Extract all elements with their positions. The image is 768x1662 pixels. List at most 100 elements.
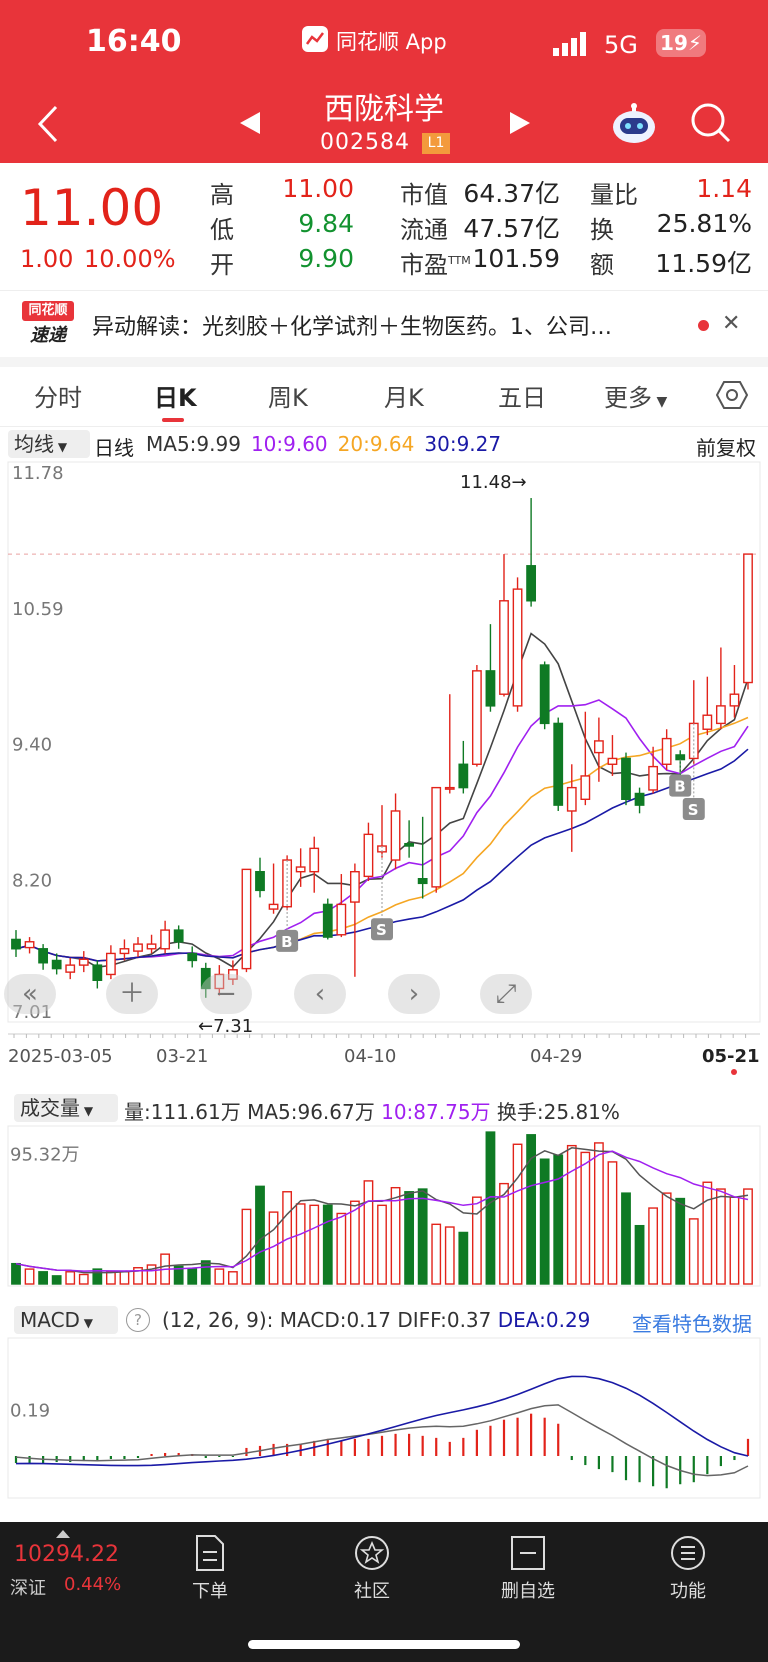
tab-daily-k[interactable]: 日K: [154, 384, 197, 412]
next-stock-button[interactable]: [508, 110, 532, 140]
date-label: 05-21: [702, 1046, 760, 1067]
collapse-left-button[interactable]: «: [4, 974, 56, 1014]
volume-bar-up: [65, 1271, 76, 1285]
volume-bar-down: [187, 1268, 198, 1285]
nav-remove-watchlist[interactable]: 删自选: [468, 1522, 588, 1603]
candle-down: [187, 952, 198, 962]
nav-functions[interactable]: 功能: [628, 1522, 748, 1603]
plot-frame: [7, 461, 761, 1023]
search-icon[interactable]: [690, 102, 732, 148]
candle-up: [661, 737, 672, 765]
volume-bar-up: [24, 1268, 35, 1285]
y-tick-label: 10.59: [12, 599, 64, 620]
tab-more-label: 更多: [604, 384, 652, 412]
back-button[interactable]: [36, 104, 60, 148]
volume-bar-up: [78, 1273, 89, 1285]
close-icon[interactable]: ✕: [722, 311, 741, 336]
help-icon[interactable]: ?: [126, 1308, 150, 1332]
candle-up: [133, 943, 143, 952]
news-text[interactable]: 异动解读：光刻胶＋化学试剂＋生物医药。1、公司…: [92, 315, 612, 340]
stock-code: 002584: [320, 130, 410, 155]
kline-chart[interactable]: 11.7810.599.408.207.0111.48→←7.31BSBS202…: [0, 460, 768, 1080]
tab-monthly-k[interactable]: 月K: [384, 384, 424, 412]
high-label: 11.48→: [460, 472, 527, 493]
candle-up: [702, 714, 713, 730]
quote-value: 101.59: [472, 244, 560, 273]
tab-weekly-k[interactable]: 周K: [268, 384, 308, 412]
candle-up: [241, 868, 252, 970]
candle-up: [78, 958, 89, 966]
volume-bar-up: [688, 1218, 699, 1285]
volume-ma10-line: [15, 1150, 749, 1272]
candle-down: [458, 763, 469, 789]
volume-bar-up: [471, 1196, 482, 1285]
y-tick-label: 7.01: [12, 1002, 52, 1023]
candle-up: [444, 786, 455, 790]
tab-intraday[interactable]: 分时: [34, 384, 82, 412]
dea-value: DEA:0.29: [497, 1308, 591, 1332]
marker-badge: [371, 918, 393, 941]
tab-five-day[interactable]: 五日: [498, 384, 546, 412]
fullscreen-button[interactable]: ⤢: [480, 974, 532, 1014]
candle-down: [404, 842, 415, 847]
level-badge: L1: [422, 133, 450, 154]
volume-selector[interactable]: 成交量 ▼: [14, 1094, 118, 1122]
adjust-mode[interactable]: 前复权: [696, 436, 756, 460]
quote-value: 9.84: [298, 209, 354, 238]
candle-down: [200, 967, 211, 990]
price-change: 1.00: [20, 245, 74, 273]
quote-value: 47.57亿: [463, 214, 560, 243]
nav-functions-label: 功能: [670, 1581, 706, 1602]
robot-assistant-icon[interactable]: [610, 100, 658, 150]
nav-community[interactable]: 社区: [312, 1522, 432, 1603]
minus-box-icon: [511, 1536, 545, 1570]
candle-down: [51, 959, 62, 970]
volume-bar-down: [38, 1271, 49, 1285]
diff-line: [15, 1404, 749, 1477]
quote-value: 11.00: [282, 174, 354, 203]
quote-value: 1.14: [696, 174, 752, 203]
candle-up: [431, 786, 442, 888]
ma-legend-item: 20:9.64: [337, 432, 415, 456]
scroll-left-button[interactable]: ‹: [294, 974, 346, 1014]
view-features-link[interactable]: 查看特色数据: [632, 1312, 752, 1336]
zoom-in-button[interactable]: ＋: [106, 974, 158, 1014]
index-value[interactable]: 10294.22: [14, 1542, 119, 1567]
volume-bar-up: [702, 1181, 713, 1285]
prev-stock-button[interactable]: [238, 110, 262, 140]
dropdown-icon: ▼: [54, 440, 68, 454]
volume-chart[interactable]: 95.32万: [0, 1124, 768, 1290]
bottom-bar: 10294.22 深证 0.44% 下单 社区 删自选 功能: [0, 1522, 768, 1662]
quote-label: 流通: [400, 216, 448, 244]
candle-down: [11, 938, 21, 950]
volume-bar-down: [200, 1260, 211, 1285]
status-time: 16:40: [86, 24, 182, 59]
chart-settings-icon[interactable]: [715, 380, 749, 414]
volume-bar-down: [539, 1158, 550, 1285]
battery-icon: 19⚡: [656, 29, 706, 57]
index-name: 深证: [10, 1578, 46, 1599]
macd-chart[interactable]: 0.19: [0, 1336, 768, 1500]
nav-place-order-label: 下单: [192, 1581, 228, 1602]
news-bar[interactable]: 同花顺 速递 异动解读：光刻胶＋化学试剂＋生物医药。1、公司… ✕: [0, 290, 768, 367]
candle-down: [553, 722, 564, 806]
signal-icon: [553, 32, 593, 60]
nav-place-order[interactable]: 下单: [150, 1522, 270, 1603]
macd-params: (12, 26, 9):: [162, 1308, 274, 1332]
volume-bar-down: [675, 1197, 686, 1285]
volume-bar-down: [485, 1131, 496, 1285]
candle-up: [390, 810, 401, 861]
volume-bar-down: [417, 1188, 428, 1285]
candle-up: [349, 871, 360, 903]
ma-selector[interactable]: 均线 ▼: [8, 430, 90, 458]
unread-dot: [698, 320, 709, 331]
zoom-out-button[interactable]: −: [200, 974, 252, 1014]
candle-down: [255, 871, 265, 892]
quote-value: 64.37亿: [463, 179, 560, 208]
tab-more[interactable]: 更多 ▼: [604, 378, 667, 413]
date-label: 04-10: [344, 1046, 396, 1067]
candle-up: [336, 903, 347, 936]
quote-label: 市盈TTM: [400, 251, 471, 279]
macd-selector[interactable]: MACD ▼: [14, 1306, 118, 1334]
scroll-right-button[interactable]: ›: [388, 974, 440, 1014]
